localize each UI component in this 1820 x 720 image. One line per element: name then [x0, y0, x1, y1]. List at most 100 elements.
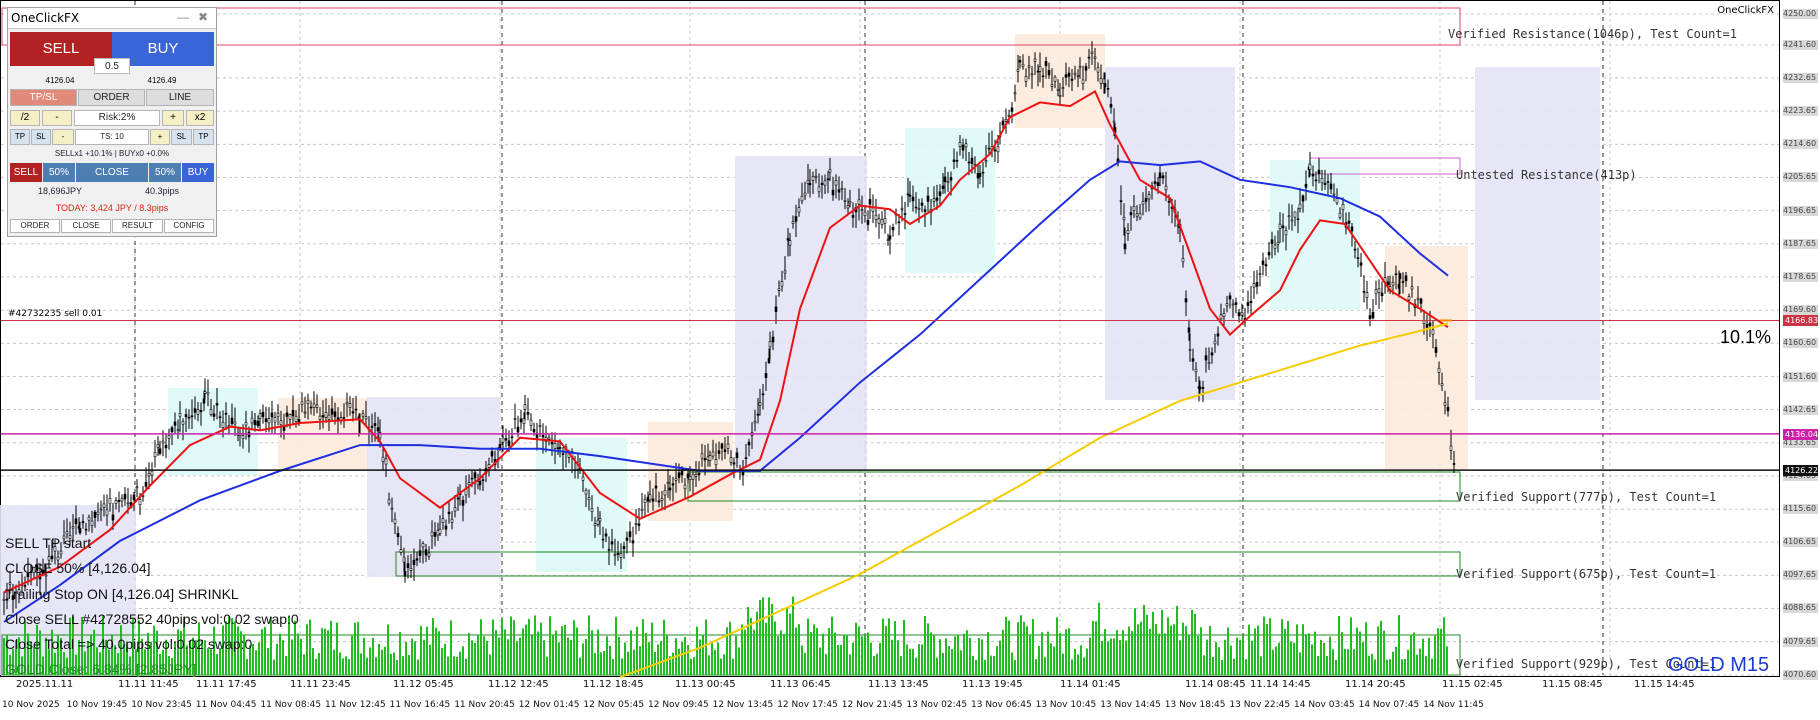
candle-body: [1030, 73, 1034, 76]
trailing-stop-field[interactable]: TS: 10: [75, 129, 149, 145]
candle-body: [218, 416, 222, 419]
candle-body: [1258, 273, 1262, 275]
candle-body: [522, 418, 526, 424]
candle-body: [120, 497, 124, 502]
ts-plus-button[interactable]: +: [150, 129, 170, 145]
candle-body: [1255, 282, 1259, 287]
candle-body: [643, 498, 647, 503]
date-axis-label: 12 Nov 17:45: [777, 700, 838, 710]
candle-body: [1112, 120, 1116, 123]
candle-body: [1267, 251, 1271, 256]
candle-body: [926, 195, 930, 202]
candle-body: [744, 457, 748, 459]
candle-body: [1191, 358, 1195, 362]
candle-body: [267, 418, 271, 424]
session-box: [1475, 67, 1600, 400]
minimize-icon[interactable]: —: [177, 10, 189, 24]
candle-body: [1044, 61, 1048, 67]
candle-body: [756, 413, 760, 416]
candle-body: [441, 518, 445, 523]
candle-body: [1338, 212, 1342, 218]
candle-body: [1036, 70, 1040, 73]
risk-plus-button[interactable]: +: [162, 110, 184, 126]
bottom-tab-config[interactable]: CONFIG: [164, 219, 214, 233]
candle-body: [1106, 88, 1110, 90]
candle-body: [826, 178, 830, 181]
candle-body: [1027, 65, 1031, 68]
candle-body: [1401, 281, 1405, 283]
candle-body: [538, 425, 542, 427]
candle-body: [783, 270, 787, 274]
candle-body: [860, 209, 864, 211]
close-sell-button[interactable]: SELL: [10, 163, 42, 182]
price-axis-label: 4196.65: [1783, 205, 1818, 216]
price-axis-label: 4115.60: [1783, 504, 1818, 515]
time-axis-label: 11.14 20:45: [1345, 679, 1406, 690]
halve-lot-button[interactable]: /2: [10, 110, 40, 126]
bottom-tab-close[interactable]: CLOSE: [61, 219, 111, 233]
tab-order[interactable]: ORDER: [78, 89, 145, 106]
double-lot-button[interactable]: x2: [186, 110, 214, 126]
candle-body: [1119, 200, 1123, 202]
session-box: [905, 128, 995, 273]
percent-label: 10.1%: [1720, 327, 1772, 347]
candle-body: [532, 429, 536, 433]
tab-line[interactable]: LINE: [146, 89, 214, 106]
candle-body: [241, 435, 245, 439]
close-half-buy-button[interactable]: 50%: [149, 163, 181, 182]
candle-body: [806, 180, 810, 184]
candle-body: [863, 211, 867, 216]
candle-body: [648, 494, 652, 501]
candle-body: [628, 531, 632, 538]
candle-body: [1041, 75, 1045, 78]
bottom-tab-order[interactable]: ORDER: [10, 219, 60, 233]
candle-body: [250, 417, 254, 424]
close-buy-button[interactable]: BUY: [182, 163, 214, 182]
lot-size-field[interactable]: 0.5: [94, 58, 130, 74]
ts-minus-button[interactable]: -: [52, 129, 74, 145]
candle-body: [279, 420, 283, 425]
tab-tp-sl[interactable]: TP/SL: [10, 89, 77, 106]
close-icon[interactable]: ✖: [197, 10, 209, 24]
panel-titlebar[interactable]: OneClickFX — ✖: [8, 8, 216, 29]
candle-body: [946, 181, 950, 183]
candle-body: [917, 208, 921, 210]
candle-body: [877, 218, 881, 224]
candle-body: [513, 418, 517, 420]
candle-body: [161, 440, 165, 444]
close-all-button[interactable]: CLOSE: [76, 163, 148, 182]
candle-body: [415, 558, 419, 561]
candle-body: [1126, 230, 1130, 234]
candle-body: [138, 499, 142, 506]
sl-toggle-left[interactable]: SL: [31, 129, 51, 145]
candle-body: [846, 205, 850, 209]
candle-body: [1308, 163, 1312, 170]
candle-body: [1341, 203, 1345, 210]
candle-body: [674, 478, 678, 481]
candle-body: [354, 408, 358, 411]
candle-body: [1350, 226, 1354, 232]
candle-body: [1194, 368, 1198, 373]
candle-body: [150, 470, 154, 476]
candle-body: [1109, 103, 1113, 108]
close-half-sell-button[interactable]: 50%: [43, 163, 75, 182]
sl-toggle-right[interactable]: SL: [171, 129, 192, 145]
candle-body: [315, 404, 319, 408]
candle-body: [1273, 244, 1277, 249]
candle-body: [834, 180, 838, 186]
candle-body: [903, 213, 907, 215]
tp-toggle-right[interactable]: TP: [193, 129, 214, 145]
risk-minus-button[interactable]: -: [42, 110, 72, 126]
risk-field[interactable]: Risk:2%: [74, 110, 160, 126]
candle-body: [96, 511, 100, 515]
candle-body: [507, 440, 511, 446]
bottom-tab-result[interactable]: RESULT: [112, 219, 163, 233]
tp-toggle-left[interactable]: TP: [10, 129, 30, 145]
candle-body: [1298, 203, 1302, 209]
candle-body: [300, 401, 304, 405]
price-axis-label: 4232.65: [1783, 72, 1818, 83]
candle-body: [840, 187, 844, 190]
candle-body: [288, 414, 292, 420]
candle-body: [1081, 79, 1085, 84]
